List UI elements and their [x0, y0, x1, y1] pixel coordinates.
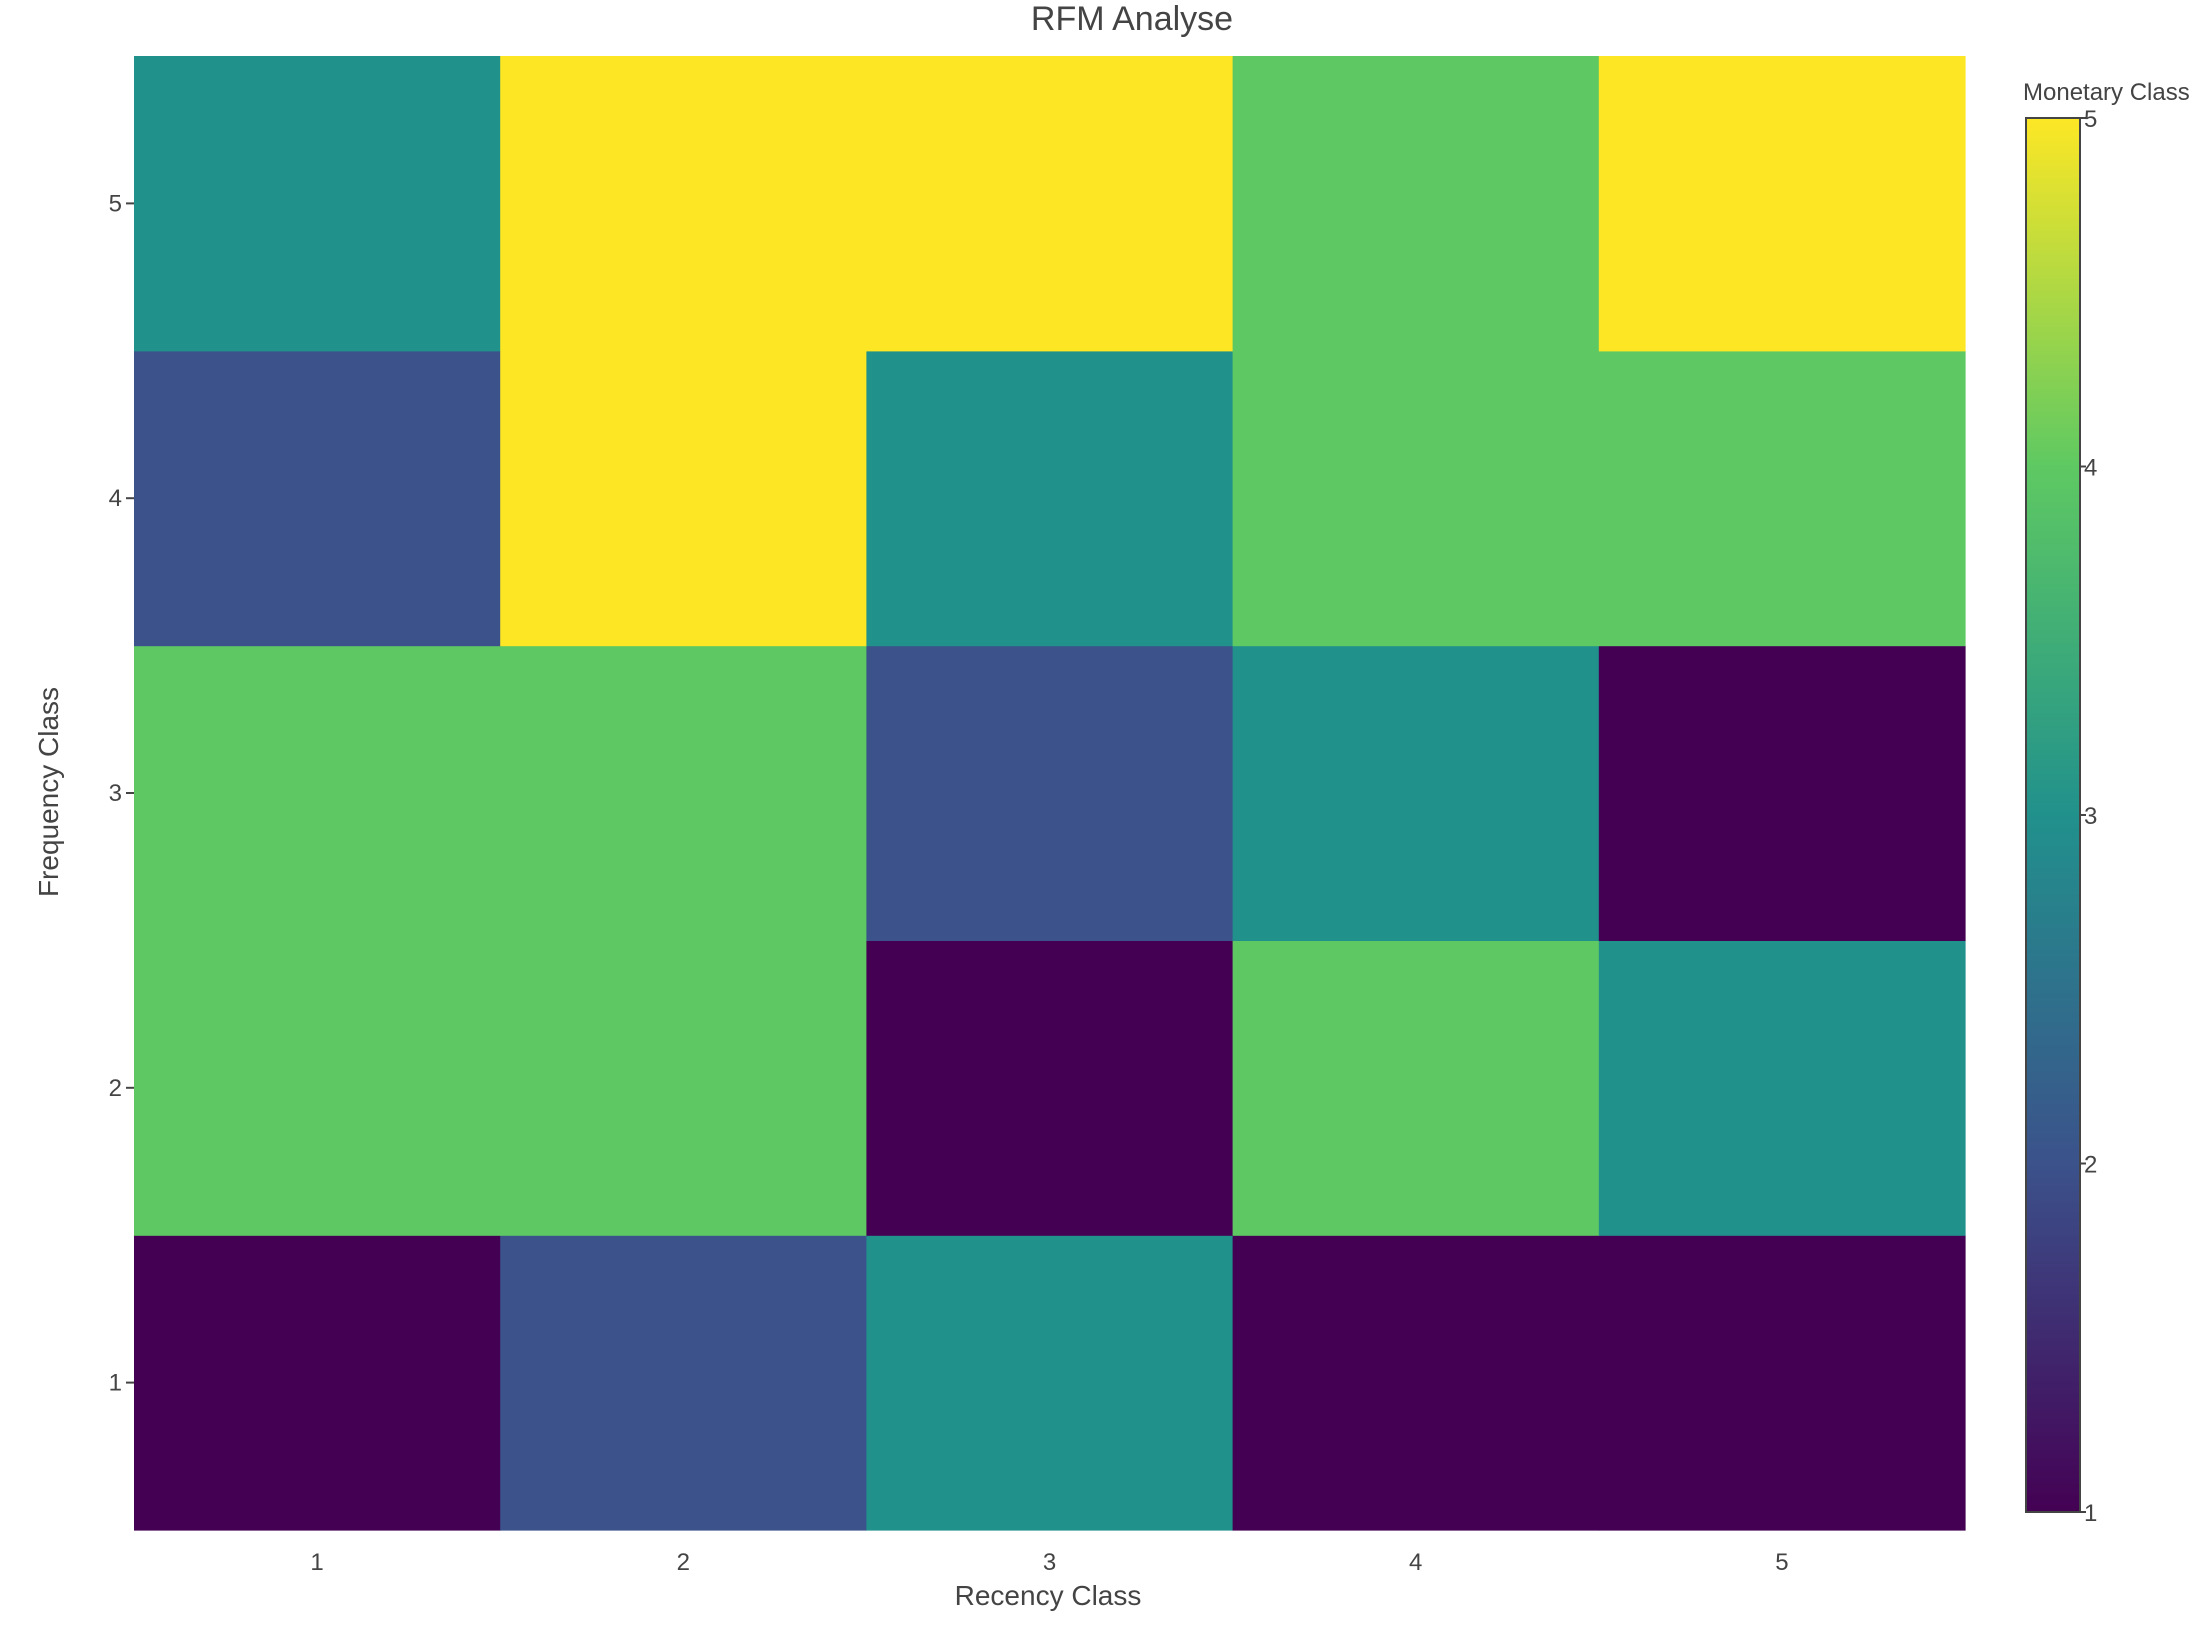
heatmap-cell-r2-f1: [500, 1235, 867, 1531]
heatmap-cell-r1-f5: [134, 56, 501, 352]
heatmap-cell-r3-f2: [866, 940, 1234, 1236]
heatmap-cell-r3-f4: [866, 350, 1234, 647]
heatmap-cell-r1-f3: [134, 645, 501, 941]
x-tick-label-1: 1: [310, 1549, 323, 1576]
heatmap-cell-r4-f1: [1232, 1235, 1600, 1531]
y-tick-label-4: 4: [109, 485, 122, 512]
y-tick-label-5: 5: [109, 190, 122, 217]
heatmap-cell-r2-f3: [500, 645, 867, 941]
heatmap-cell-r2-f4: [500, 350, 867, 647]
heatmap-cells: [134, 56, 1966, 1531]
heatmap-cell-r2-f5: [500, 56, 867, 352]
colorbar-tick-label-2: 2: [2084, 1152, 2097, 1179]
heatmap-cell-r1-f1: [134, 1235, 501, 1531]
heatmap-cell-r5-f1: [1598, 1235, 1966, 1531]
heatmap-cell-r5-f4: [1598, 350, 1966, 647]
x-tick-label-4: 4: [1409, 1549, 1422, 1576]
colorbar-ticks: 1 2 3 4 5: [2080, 106, 2097, 1527]
x-tick-label-5: 5: [1775, 1549, 1788, 1576]
colorbar-tick-label-1: 1: [2084, 1500, 2097, 1527]
heatmap-cell-r2-f2: [500, 940, 867, 1236]
colorbar-tick-label-4: 4: [2084, 455, 2097, 482]
x-axis-title: Recency Class: [955, 1580, 1142, 1611]
chart-title: RFM Analyse: [1031, 0, 1233, 38]
heatmap-cell-r5-f5: [1598, 56, 1966, 352]
heatmap-cell-r4-f4: [1232, 350, 1600, 647]
heatmap-cell-r4-f3: [1232, 645, 1600, 941]
colorbar-gradient: [2025, 117, 2081, 1513]
x-axis-ticks: 1 2 3 4 5: [310, 1549, 1788, 1576]
x-tick-label-2: 2: [677, 1549, 690, 1576]
heatmap-cell-r3-f5: [866, 56, 1234, 352]
y-tick-label-2: 2: [109, 1075, 122, 1102]
y-tick-label-1: 1: [109, 1370, 122, 1397]
x-tick-label-3: 3: [1043, 1549, 1056, 1576]
colorbar-tick-label-5: 5: [2084, 106, 2097, 133]
heatmap-cell-r4-f5: [1232, 56, 1600, 352]
colorbar-tick-label-3: 3: [2084, 803, 2097, 830]
colorbar-title: Monetary Class: [2023, 79, 2190, 106]
colorbar: Monetary Class 1 2 3 4 5: [2023, 79, 2190, 1527]
heatmap-cell-r3-f3: [866, 645, 1234, 941]
y-tick-label-3: 3: [109, 780, 122, 807]
y-axis-title: Frequency Class: [33, 687, 64, 897]
heatmap-cell-r1-f4: [134, 350, 501, 647]
heatmap-cell-r5-f3: [1598, 645, 1966, 941]
y-axis-ticks: 1 2 3 4 5: [109, 190, 134, 1397]
heatmap-cell-r5-f2: [1598, 940, 1966, 1236]
heatmap-cell-r4-f2: [1232, 940, 1600, 1236]
heatmap-cell-r3-f1: [866, 1235, 1234, 1531]
heatmap-cell-r1-f2: [134, 940, 501, 1236]
